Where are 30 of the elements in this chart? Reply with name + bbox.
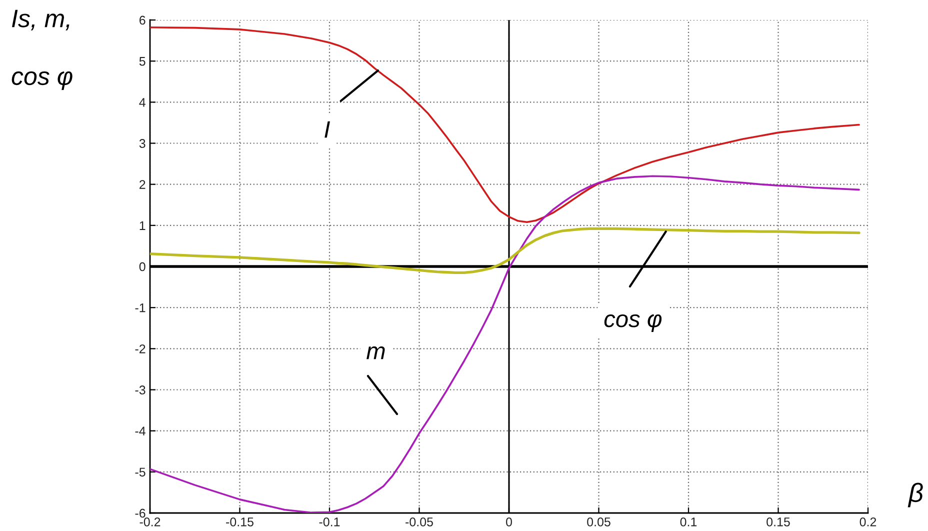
y-tick-label: -5 [135, 468, 146, 477]
y-tick-label: 0 [139, 262, 146, 272]
y-tick-label: 2 [140, 180, 146, 189]
x-tick-label: 0.15 [766, 517, 790, 526]
annotation: I [324, 121, 330, 138]
x-tick-label: -0.2 [140, 517, 160, 526]
x-tick-label: 0.05 [587, 517, 610, 526]
annotation: m [366, 346, 385, 360]
y-tick-label: 5 [139, 57, 146, 66]
x-tick-label: 0 [506, 517, 512, 526]
annotation: cos φ [604, 314, 662, 332]
y-tick-label: -6 [135, 508, 146, 518]
x-axis-title: β [908, 482, 923, 508]
x-tick-label: 0.2 [860, 517, 876, 526]
line-series [150, 26, 860, 224]
y-tick-label: 1 [140, 221, 146, 230]
y-tick-label: -1 [135, 304, 146, 312]
x-tick-label: -0.15 [226, 517, 254, 526]
line-series [150, 227, 860, 274]
y-tick-label: -2 [135, 344, 146, 354]
y-tick-label: 6 [140, 16, 146, 25]
line-series [150, 175, 860, 513]
y-tick-label: 3 [139, 139, 146, 148]
x-tick-label: -0.1 [319, 517, 340, 526]
y-tick-label: 4 [139, 98, 146, 107]
x-tick-label: 0.1 [680, 517, 697, 526]
x-tick-label: -0.05 [406, 517, 433, 526]
y-tick-label: -3 [135, 386, 146, 394]
y-tick-label: -4 [135, 426, 146, 436]
text: Is, m, cos φ [12, 10, 72, 90]
